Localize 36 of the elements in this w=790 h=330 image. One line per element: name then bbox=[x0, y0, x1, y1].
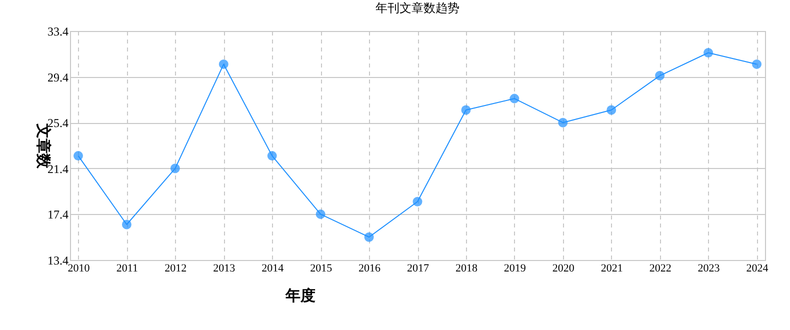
y-tick-label: 33.4 bbox=[48, 24, 68, 38]
chart-title: 年刊文章数趋势 bbox=[376, 1, 460, 15]
y-tick-label: 13.4 bbox=[48, 254, 68, 268]
point bbox=[364, 232, 374, 242]
point bbox=[316, 209, 326, 219]
x-tick-label: 2011 bbox=[116, 262, 138, 274]
x-tick-label: 2020 bbox=[552, 262, 575, 274]
x-tick-label: 2019 bbox=[504, 262, 526, 274]
x-tick-label: 2012 bbox=[164, 262, 187, 274]
x-tick-label: 2015 bbox=[310, 262, 333, 274]
point bbox=[510, 94, 520, 104]
point bbox=[655, 70, 665, 80]
x-tick-label: 2021 bbox=[600, 262, 623, 274]
point bbox=[170, 164, 180, 174]
point bbox=[412, 196, 422, 206]
x-tick-label: 2010 bbox=[68, 262, 90, 274]
x-tick-label: 2013 bbox=[213, 262, 236, 274]
point bbox=[606, 105, 616, 115]
point bbox=[267, 151, 277, 161]
x-tick-label: 2023 bbox=[698, 262, 720, 274]
y-tick-label: 17.4 bbox=[48, 208, 68, 222]
x-tick-label: 2024 bbox=[746, 262, 769, 274]
point bbox=[122, 220, 132, 230]
point bbox=[218, 59, 228, 69]
point bbox=[558, 118, 568, 128]
x-tick-label: 2022 bbox=[649, 262, 672, 274]
point bbox=[461, 105, 471, 115]
x-axis-title: 年度 bbox=[284, 286, 316, 304]
x-tick-label: 2017 bbox=[407, 262, 430, 274]
point bbox=[704, 48, 714, 58]
x-tick-label: 2014 bbox=[262, 262, 284, 274]
x-tick-label: 2016 bbox=[358, 262, 382, 274]
point bbox=[73, 151, 83, 161]
point bbox=[752, 59, 762, 69]
y-tick-label: 29.4 bbox=[48, 70, 68, 84]
x-tick-label: 2018 bbox=[455, 262, 478, 274]
